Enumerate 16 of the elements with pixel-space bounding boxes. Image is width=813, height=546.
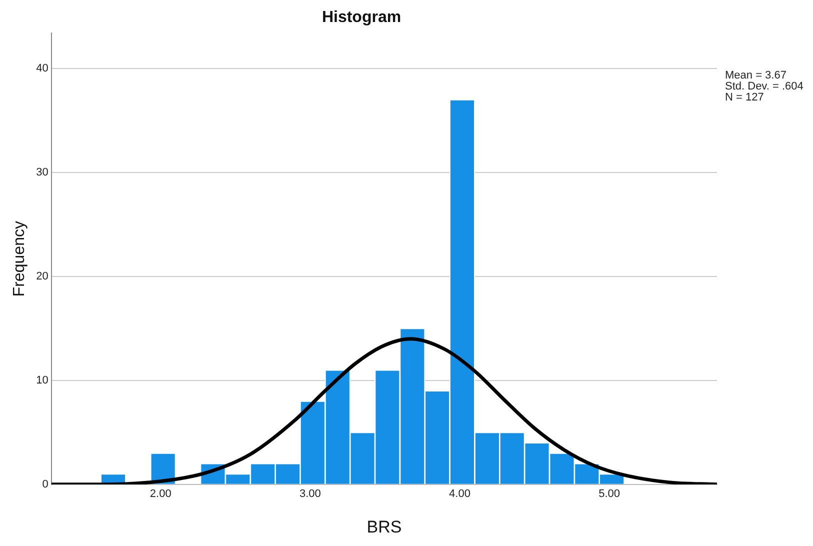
y-tick-label: 30 [36, 166, 48, 179]
text: Mean = 3.67 [725, 70, 786, 82]
line-series [51, 337, 717, 484]
x-axis-title: BRS [366, 517, 402, 536]
x-tick-label: 4.00 [449, 488, 470, 500]
y-axis-title: Frequency [11, 221, 28, 297]
y-tick-label: 0 [42, 478, 48, 490]
chart-title: Histogram [322, 9, 402, 26]
text: Std. Dev. = .604 [725, 80, 804, 93]
y-tick-label: 40 [36, 62, 48, 75]
x-tick-label: 3.00 [299, 488, 321, 500]
y-tick-label: 20 [36, 270, 48, 283]
y-tick-label: 10 [36, 374, 48, 386]
x-tick-label: 2.00 [150, 488, 172, 500]
x-tick-label: 5.00 [598, 488, 620, 500]
text: N = 127 [725, 92, 764, 104]
